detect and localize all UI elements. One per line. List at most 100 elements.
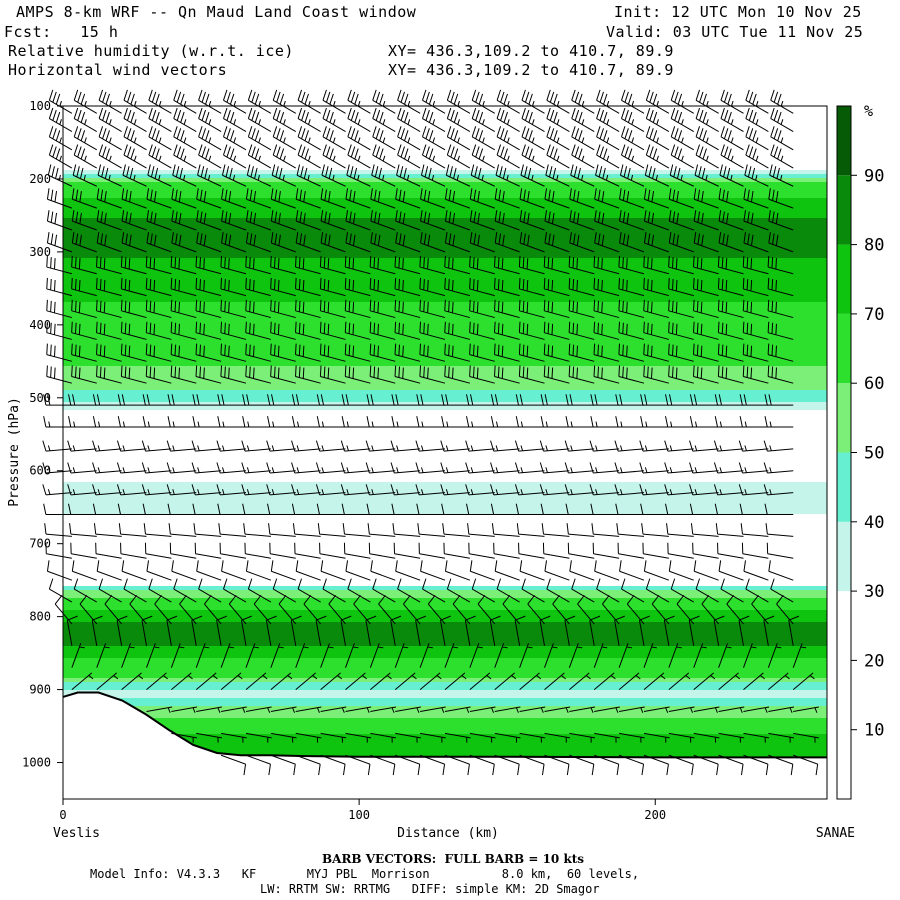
wind-barb bbox=[665, 416, 694, 428]
wind-barb bbox=[171, 188, 197, 209]
wind-barb bbox=[689, 440, 719, 452]
wind-barb bbox=[167, 394, 197, 406]
wind-barb bbox=[370, 188, 396, 209]
wind-barb bbox=[668, 299, 694, 319]
wind-barb bbox=[565, 394, 595, 406]
wind-barb bbox=[245, 754, 271, 776]
wind-barb bbox=[521, 126, 545, 151]
wind-barb bbox=[46, 365, 73, 384]
wind-barb bbox=[295, 560, 321, 581]
wind-barb bbox=[116, 484, 147, 496]
wind-barb bbox=[714, 503, 744, 516]
wind-barb bbox=[670, 126, 694, 151]
wind-barb bbox=[220, 672, 243, 690]
wind-barb bbox=[367, 523, 396, 537]
wind-barb bbox=[95, 542, 122, 559]
wind-barb bbox=[170, 343, 197, 362]
wind-barb bbox=[394, 643, 409, 668]
colorbar: 10 20 30 40 50 60 70 80 90 bbox=[836, 105, 884, 800]
wind-barb bbox=[765, 523, 794, 537]
wind-barb bbox=[120, 256, 147, 275]
wind-barb bbox=[192, 394, 222, 406]
wind-barb bbox=[776, 595, 794, 625]
wind-barb bbox=[148, 144, 172, 169]
wind-barbs bbox=[42, 89, 819, 776]
wind-barb bbox=[645, 144, 670, 169]
wind-barb bbox=[593, 365, 620, 384]
wind-barb bbox=[71, 321, 97, 340]
wind-barb bbox=[718, 232, 744, 253]
y-tick-label: 400 bbox=[29, 318, 51, 332]
wind-barb bbox=[618, 277, 645, 297]
wind-barb bbox=[120, 277, 147, 297]
wind-barb bbox=[767, 343, 794, 362]
wind-barb bbox=[444, 732, 471, 743]
wind-barb bbox=[593, 672, 616, 690]
wind-barb bbox=[767, 299, 794, 319]
wind-barb bbox=[245, 365, 272, 384]
wind-barb bbox=[643, 232, 670, 253]
wind-barb bbox=[46, 321, 73, 340]
wind-barb bbox=[245, 343, 272, 362]
wind-barb bbox=[768, 232, 794, 253]
wind-barb bbox=[245, 210, 272, 231]
x-tick-label: 0 bbox=[59, 808, 66, 822]
wind-barb bbox=[217, 394, 247, 406]
wind-barb bbox=[515, 416, 545, 428]
wind-barb bbox=[494, 560, 520, 581]
colorbar-tick-label: 10 bbox=[864, 721, 884, 741]
wind-barb bbox=[440, 440, 470, 452]
wind-barb bbox=[469, 560, 495, 581]
wind-barb bbox=[792, 672, 815, 690]
wind-barb bbox=[419, 299, 446, 319]
wind-barb bbox=[316, 416, 346, 428]
rh-band bbox=[63, 706, 827, 718]
wind-barb bbox=[768, 188, 794, 209]
rh-field bbox=[63, 106, 827, 799]
wind-barb bbox=[640, 503, 669, 516]
wind-barb bbox=[71, 256, 97, 275]
wind-barb bbox=[73, 107, 98, 132]
wind-barb bbox=[420, 232, 446, 253]
rh-band bbox=[63, 690, 827, 698]
wind-barb bbox=[720, 107, 744, 132]
wind-barb bbox=[742, 299, 769, 319]
wind-barb bbox=[594, 210, 620, 231]
wind-barb bbox=[142, 416, 172, 428]
wind-barb bbox=[295, 321, 321, 340]
wind-barb bbox=[469, 343, 495, 362]
wind-barb bbox=[390, 615, 402, 646]
wind-barb bbox=[615, 503, 644, 516]
wind-barb bbox=[96, 343, 122, 362]
wind-barb bbox=[669, 164, 694, 187]
wind-barb bbox=[518, 299, 545, 319]
y-tick-label: 1000 bbox=[22, 756, 51, 770]
wind-barb bbox=[519, 732, 546, 743]
wind-barb bbox=[170, 643, 185, 668]
wind-barb bbox=[693, 643, 707, 668]
wind-barb bbox=[320, 188, 346, 209]
wind-barb bbox=[145, 321, 172, 340]
terrain bbox=[62, 691, 827, 799]
wind-barb bbox=[93, 523, 122, 537]
wind-barb bbox=[217, 503, 247, 516]
wind-barb bbox=[644, 164, 670, 187]
wind-barb bbox=[594, 706, 620, 713]
wind-barb bbox=[295, 732, 322, 743]
wind-barb bbox=[738, 615, 750, 646]
wind-barb bbox=[444, 188, 471, 209]
wind-barb bbox=[743, 754, 769, 776]
wind-barb bbox=[743, 706, 770, 713]
wind-barb bbox=[48, 107, 73, 132]
wind-barb bbox=[618, 299, 645, 319]
cross-section-xy-wind: XY= 436.3,109.2 to 410.7, 89.9 bbox=[388, 61, 674, 79]
wind-barb bbox=[269, 542, 296, 559]
wind-barb bbox=[142, 503, 172, 516]
wind-barb bbox=[70, 542, 97, 559]
wind-barb bbox=[43, 416, 72, 428]
wind-barb bbox=[71, 210, 97, 231]
wind-barb bbox=[740, 523, 769, 537]
wind-barb bbox=[565, 416, 595, 428]
wind-barb bbox=[96, 365, 122, 384]
wind-barb bbox=[147, 164, 172, 187]
